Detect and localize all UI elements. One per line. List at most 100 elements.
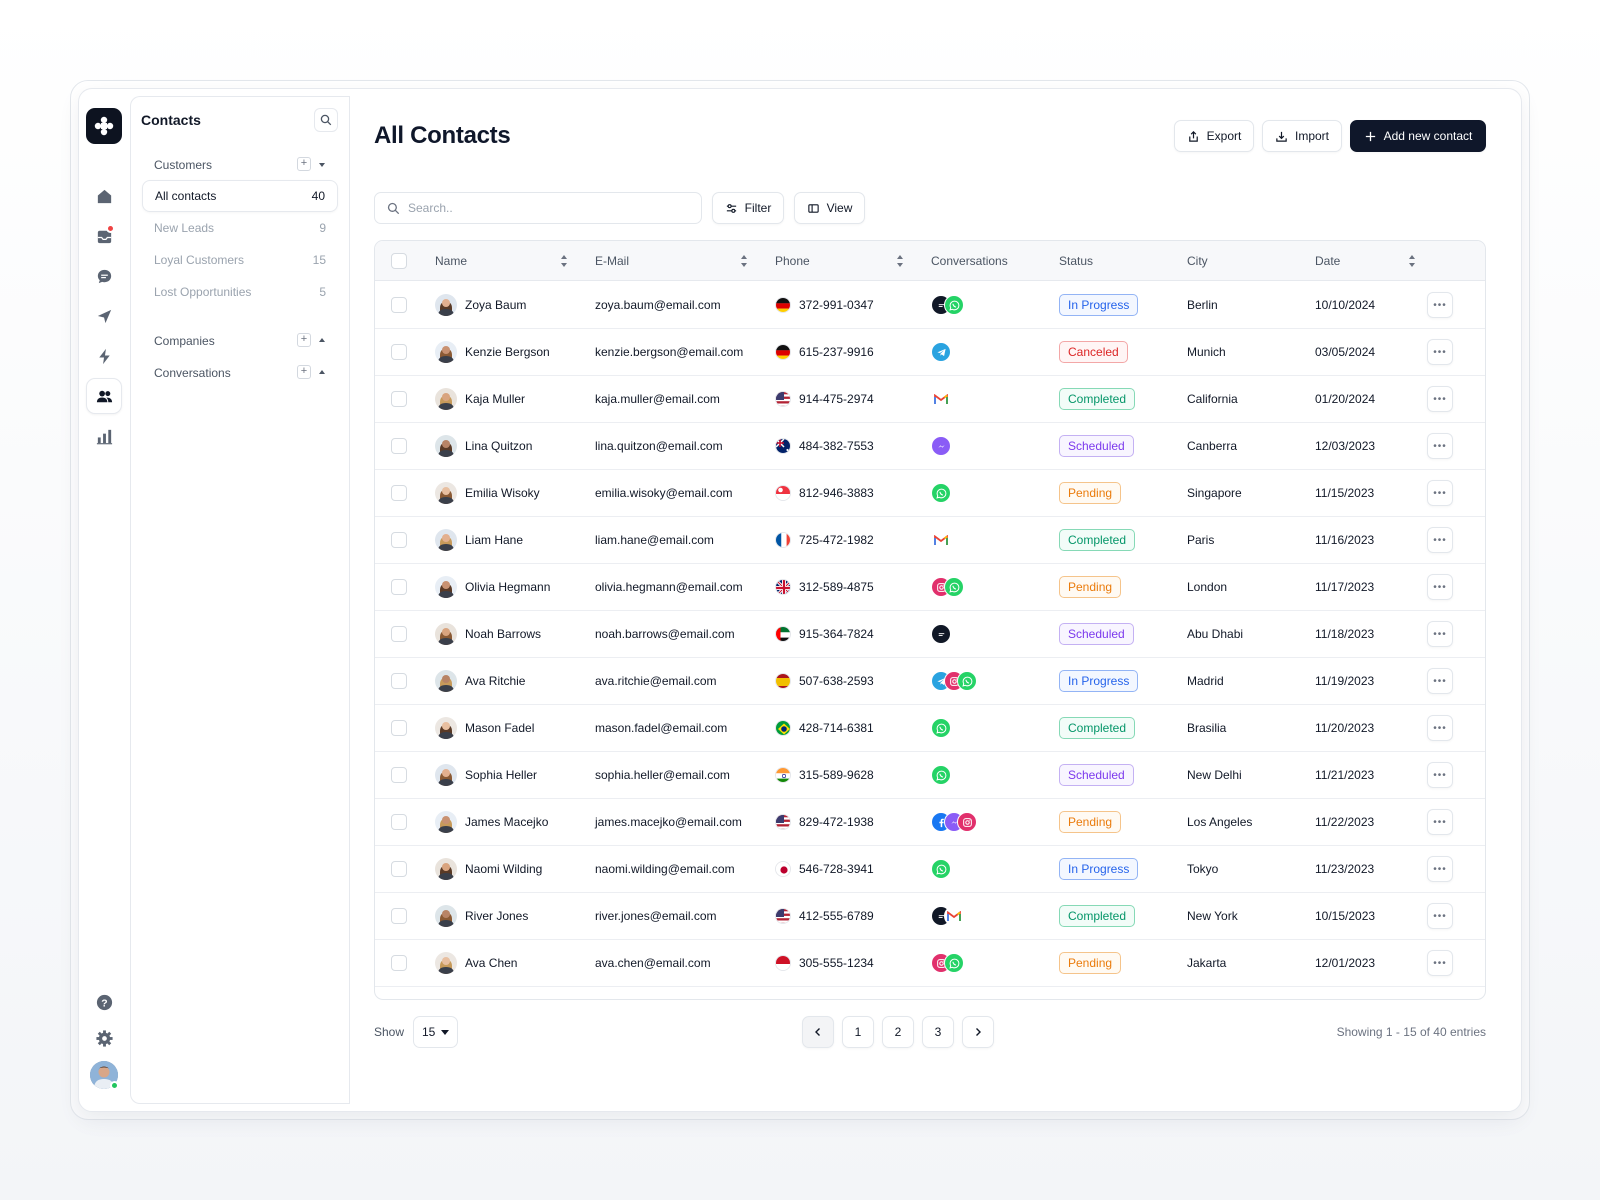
row-actions-button[interactable]: ••• xyxy=(1427,339,1453,365)
row-actions-button[interactable]: ••• xyxy=(1427,292,1453,318)
row-checkbox[interactable] xyxy=(391,391,407,407)
inbox-icon[interactable] xyxy=(86,218,122,254)
table-row[interactable]: Mason Fadel mason.fadel@email.com 428-714-… xyxy=(375,704,1485,752)
row-actions-button[interactable]: ••• xyxy=(1427,856,1453,882)
app-logo[interactable] xyxy=(86,108,122,144)
settings-icon[interactable] xyxy=(86,1020,122,1056)
contact-email[interactable]: mason.fadel@email.com xyxy=(595,721,728,735)
row-checkbox[interactable] xyxy=(391,579,407,595)
row-actions-button[interactable]: ••• xyxy=(1427,762,1453,788)
contact-name[interactable]: Liam Hane xyxy=(465,533,524,547)
whatsapp-icon[interactable] xyxy=(931,765,951,785)
table-row[interactable]: Lina Quitzon lina.quitzon@email.com 484-38… xyxy=(375,422,1485,470)
customers-group-label[interactable]: Customers xyxy=(154,158,213,172)
view-button[interactable]: View xyxy=(794,192,865,224)
add-customers-icon[interactable]: + xyxy=(297,157,311,171)
contact-name[interactable]: Olivia Hegmann xyxy=(465,580,551,594)
row-actions-button[interactable]: ••• xyxy=(1427,433,1453,459)
contact-name[interactable]: Zoya Baum xyxy=(465,298,527,312)
table-row[interactable]: Kaja Muller kaja.muller@email.com 914-475-… xyxy=(375,375,1485,423)
contact-name[interactable]: Kaja Muller xyxy=(465,392,526,406)
contact-email[interactable]: lina.quitzon@email.com xyxy=(595,439,723,453)
contact-email[interactable]: kaja.muller@email.com xyxy=(595,392,720,406)
row-checkbox[interactable] xyxy=(391,767,407,783)
table-row[interactable]: Ava Ritchie ava.ritchie@email.com 507-638-… xyxy=(375,657,1485,705)
search-input[interactable] xyxy=(408,201,688,215)
contact-name[interactable]: River Jones xyxy=(465,909,529,923)
table-row[interactable]: Noah Barrows noah.barrows@email.com 915-36… xyxy=(375,610,1485,658)
column-header-name[interactable]: Name xyxy=(435,254,468,268)
help-icon[interactable]: ? xyxy=(86,984,122,1020)
whatsapp-icon[interactable] xyxy=(931,718,951,738)
contacts-icon[interactable] xyxy=(86,378,122,414)
row-checkbox[interactable] xyxy=(391,297,407,313)
table-row[interactable]: Naomi Wilding naomi.wilding@email.com 546-… xyxy=(375,845,1485,893)
contact-email[interactable]: naomi.wilding@email.com xyxy=(595,862,735,876)
contact-email[interactable]: kenzie.bergson@email.com xyxy=(595,345,744,359)
gmail-icon[interactable] xyxy=(944,906,964,926)
gmail-icon[interactable] xyxy=(931,389,951,409)
row-actions-button[interactable]: ••• xyxy=(1427,527,1453,553)
row-actions-button[interactable]: ••• xyxy=(1427,715,1453,741)
whatsapp-icon[interactable] xyxy=(957,671,977,691)
row-actions-button[interactable]: ••• xyxy=(1427,386,1453,412)
row-actions-button[interactable]: ••• xyxy=(1427,950,1453,976)
sort-icon[interactable] xyxy=(561,255,568,267)
row-checkbox[interactable] xyxy=(391,344,407,360)
row-checkbox[interactable] xyxy=(391,955,407,971)
user-avatar[interactable] xyxy=(90,1061,118,1089)
sidebar-search-button[interactable] xyxy=(314,108,338,132)
whatsapp-icon[interactable] xyxy=(944,577,964,597)
next-page-button[interactable] xyxy=(962,1016,994,1048)
page-button-1[interactable]: 1 xyxy=(842,1016,874,1048)
contact-email[interactable]: noah.barrows@email.com xyxy=(595,627,735,641)
table-row[interactable]: Ava Chen ava.chen@email.com 305-555-1234 Pe… xyxy=(375,939,1485,987)
chat-icon[interactable] xyxy=(86,258,122,294)
contact-email[interactable]: sophia.heller@email.com xyxy=(595,768,730,782)
row-actions-button[interactable]: ••• xyxy=(1427,621,1453,647)
row-checkbox[interactable] xyxy=(391,814,407,830)
column-header-date[interactable]: Date xyxy=(1315,254,1341,268)
sort-icon[interactable] xyxy=(897,255,904,267)
contact-email[interactable]: liam.hane@email.com xyxy=(595,533,714,547)
row-checkbox[interactable] xyxy=(391,438,407,454)
row-actions-button[interactable]: ••• xyxy=(1427,668,1453,694)
whatsapp-icon[interactable] xyxy=(931,483,951,503)
analytics-icon[interactable] xyxy=(86,418,122,454)
row-actions-button[interactable]: ••• xyxy=(1427,903,1453,929)
select-all-checkbox[interactable] xyxy=(391,253,407,269)
previous-page-button[interactable] xyxy=(802,1016,834,1048)
sort-icon[interactable] xyxy=(741,255,748,267)
table-row[interactable]: Sophia Heller sophia.heller@email.com 315-… xyxy=(375,751,1485,799)
add-conversations-icon[interactable]: + xyxy=(297,365,311,379)
contact-email[interactable]: olivia.hegmann@email.com xyxy=(595,580,743,594)
sidebar-item-new-leads[interactable]: New Leads 9 xyxy=(142,212,338,244)
table-row[interactable]: Olivia Hegmann olivia.hegmann@email.com 31… xyxy=(375,563,1485,611)
send-icon[interactable] xyxy=(86,298,122,334)
export-button[interactable]: Export xyxy=(1174,120,1254,152)
page-size-select[interactable]: 15 xyxy=(413,1016,458,1048)
row-checkbox[interactable] xyxy=(391,861,407,877)
row-checkbox[interactable] xyxy=(391,673,407,689)
table-row[interactable]: James Macejko james.macejko@email.com 829-… xyxy=(375,798,1485,846)
table-row[interactable]: Emilia Wisoky emilia.wisoky@email.com 812-… xyxy=(375,469,1485,517)
contact-name[interactable]: Lina Quitzon xyxy=(465,439,533,453)
add-new-contact-button[interactable]: Add new contact xyxy=(1350,120,1486,152)
gmail-icon[interactable] xyxy=(931,530,951,550)
sidebar-item-all-contacts[interactable]: All contacts 40 xyxy=(142,180,338,212)
conversations-group-label[interactable]: Conversations xyxy=(154,366,231,380)
import-button[interactable]: Import xyxy=(1262,120,1342,152)
contact-name[interactable]: Ava Chen xyxy=(465,956,518,970)
contact-name[interactable]: Emilia Wisoky xyxy=(465,486,540,500)
table-row[interactable]: Liam Hane liam.hane@email.com 725-472-1982… xyxy=(375,516,1485,564)
telegram-icon[interactable] xyxy=(931,342,951,362)
page-button-2[interactable]: 2 xyxy=(882,1016,914,1048)
column-header-email[interactable]: E-Mail xyxy=(595,254,630,268)
whatsapp-icon[interactable] xyxy=(931,859,951,879)
contact-email[interactable]: james.macejko@email.com xyxy=(595,815,742,829)
chat-icon[interactable] xyxy=(931,624,951,644)
lightning-icon[interactable] xyxy=(86,338,122,374)
column-header-phone[interactable]: Phone xyxy=(775,254,810,268)
row-actions-button[interactable]: ••• xyxy=(1427,574,1453,600)
home-icon[interactable] xyxy=(86,178,122,214)
